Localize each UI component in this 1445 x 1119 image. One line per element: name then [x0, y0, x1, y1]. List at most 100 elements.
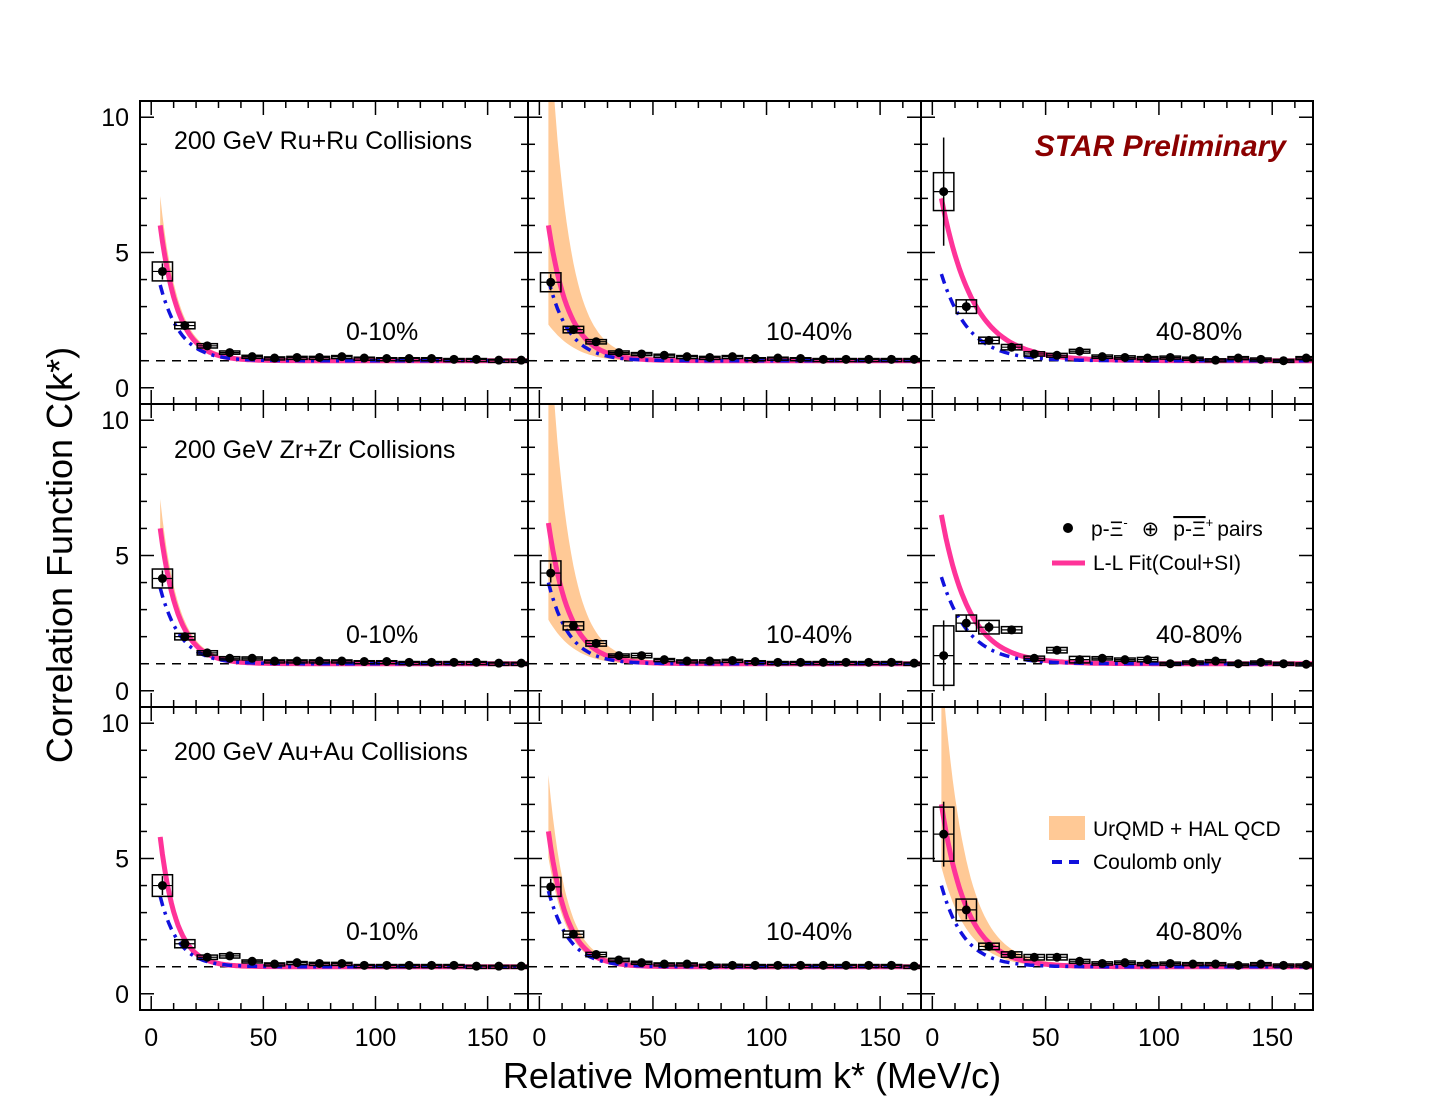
- data-point: [382, 354, 392, 364]
- panel-ticks: [140, 707, 528, 1010]
- data-point: [157, 881, 167, 891]
- data-point: [1007, 950, 1017, 960]
- data-point: [1211, 355, 1221, 365]
- data-point: [864, 960, 874, 970]
- x-tick-label: 150: [1251, 1024, 1293, 1052]
- data-point: [984, 622, 994, 632]
- data-point: [1233, 353, 1243, 363]
- y-axis-title: Correlation Function C(k*): [39, 347, 80, 763]
- data-point: [449, 960, 459, 970]
- y-tick-label: 0: [115, 375, 129, 403]
- data-point: [568, 621, 578, 631]
- data-point: [359, 960, 369, 970]
- panel-r0-c2: 40-80%: [920, 100, 1314, 405]
- row-title-zr: 200 GeV Zr+Zr Collisions: [174, 436, 455, 464]
- model-band: [548, 101, 921, 363]
- data-point: [637, 349, 647, 359]
- data-point: [1143, 353, 1153, 363]
- data-point: [1211, 656, 1221, 666]
- x-tick-label: 0: [532, 1024, 546, 1052]
- panel-r1-c1: 10-40%: [527, 403, 922, 708]
- fit-line: [157, 225, 528, 364]
- data-point: [614, 348, 624, 358]
- data-point: [682, 959, 692, 969]
- data-point: [471, 961, 481, 971]
- data-point: [1233, 960, 1243, 970]
- legend-fit-label: L-L Fit(Coul+SI): [1093, 552, 1241, 575]
- data-point: [961, 302, 971, 312]
- data-point: [568, 325, 578, 335]
- star-preliminary-label: STAR Preliminary: [1035, 130, 1288, 163]
- panel-plot-area: [140, 196, 528, 365]
- data-point: [337, 656, 347, 666]
- data-point: [449, 354, 459, 364]
- data-point: [270, 353, 280, 363]
- y-tick-label: 10: [101, 407, 129, 435]
- data-point: [886, 354, 896, 364]
- data-point: [382, 960, 392, 970]
- data-point: [157, 573, 167, 583]
- data-point: [1256, 657, 1266, 667]
- data-point: [750, 354, 760, 364]
- panel-ticks: [528, 707, 921, 1010]
- data-point: [1120, 655, 1130, 665]
- data-point: [1052, 645, 1062, 655]
- legend-data-marker: [1063, 523, 1073, 533]
- data-point: [247, 352, 257, 362]
- x-tick-label: 0: [925, 1024, 939, 1052]
- data-point: [359, 353, 369, 363]
- data-point: [939, 187, 949, 197]
- data-point: [614, 955, 624, 965]
- fit-line: [157, 528, 528, 667]
- data-point: [337, 958, 347, 968]
- data-point: [337, 352, 347, 362]
- y-tick-label: 5: [115, 240, 129, 268]
- y-tick-label: 10: [101, 710, 129, 738]
- data-point: [939, 829, 949, 839]
- data-point: [225, 348, 235, 358]
- data-point: [750, 657, 760, 667]
- panel-plot-area: [140, 835, 528, 971]
- data-point: [225, 951, 235, 961]
- centrality-label: 10-40%: [766, 318, 852, 346]
- data-point: [682, 656, 692, 666]
- data-point: [427, 354, 437, 364]
- data-point: [247, 653, 257, 663]
- centrality-label: 0-10%: [346, 621, 418, 649]
- data-point: [1256, 354, 1266, 364]
- x-tick-label: 150: [467, 1024, 509, 1052]
- legend-coulomb-label: Coulomb only: [1093, 851, 1222, 874]
- panel-ticks: [921, 707, 1313, 1010]
- data-point: [841, 657, 851, 667]
- data-point: [494, 961, 504, 971]
- coulomb-line: [546, 890, 921, 969]
- legend-data-sup-minus: -: [1123, 515, 1127, 530]
- panel-plot-area: [528, 775, 921, 971]
- y-tick-label: 5: [115, 543, 129, 571]
- data-point: [1007, 342, 1017, 352]
- data-point: [270, 656, 280, 666]
- x-axis-title: Relative Momentum k* (MeV/c): [503, 1055, 1001, 1096]
- legend-data-label: p-Ξ- ⊕ p-Ξ+ pairs: [1091, 515, 1263, 541]
- x-tick-label: 100: [1138, 1024, 1180, 1052]
- model-band: [160, 499, 528, 666]
- panel-plot-area: [921, 137, 1313, 366]
- panel-ticks: [528, 404, 921, 707]
- data-point: [796, 960, 806, 970]
- centrality-label: 10-40%: [766, 621, 852, 649]
- data-point: [591, 337, 601, 347]
- data-point: [841, 354, 851, 364]
- data-point: [591, 638, 601, 648]
- data-point: [546, 882, 556, 892]
- data-point: [1165, 958, 1175, 968]
- fit-line: [545, 831, 921, 970]
- data-point: [818, 960, 828, 970]
- data-point: [1097, 653, 1107, 663]
- panel-ticks: [140, 101, 528, 404]
- data-point: [180, 632, 190, 642]
- panel-r0-c0: 0-10%: [139, 100, 529, 405]
- data-point: [864, 354, 874, 364]
- data-point: [961, 905, 971, 915]
- data-point: [637, 651, 647, 661]
- panel-r2-c0: 0-10%: [139, 706, 529, 1011]
